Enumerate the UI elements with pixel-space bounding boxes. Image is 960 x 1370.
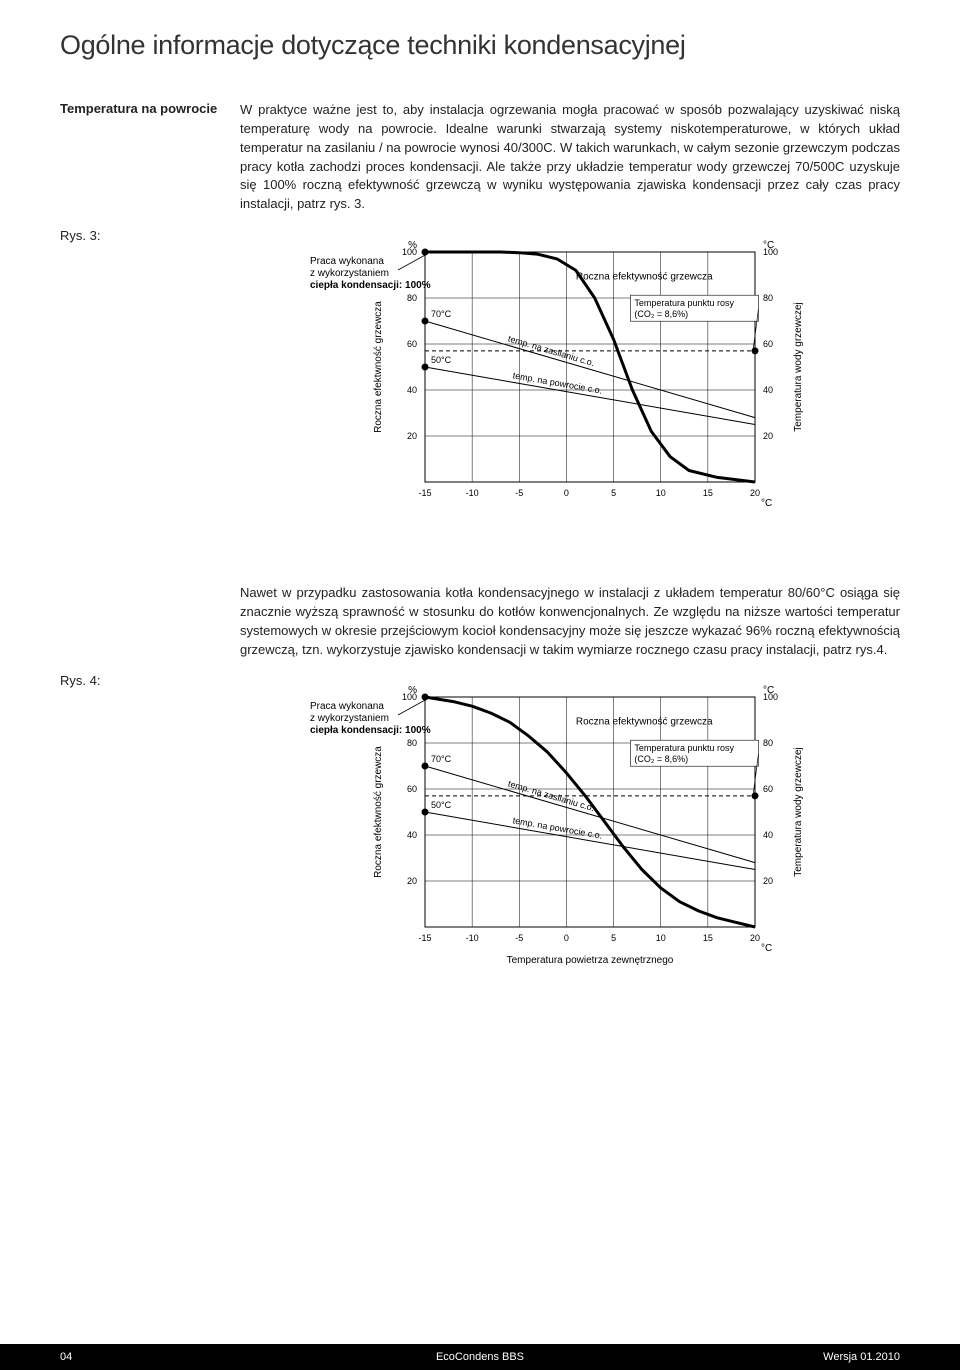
svg-text:Temperatura punktu rosy: Temperatura punktu rosy bbox=[634, 298, 734, 308]
svg-text:20: 20 bbox=[763, 431, 773, 441]
svg-text:Temperatura punktu rosy: Temperatura punktu rosy bbox=[634, 744, 734, 754]
svg-text:-10: -10 bbox=[466, 933, 479, 943]
svg-text:40: 40 bbox=[407, 830, 417, 840]
svg-text:Roczna efektywność grzewcza: Roczna efektywność grzewcza bbox=[576, 272, 713, 283]
svg-text:60: 60 bbox=[763, 784, 773, 794]
page-footer: 04 EcoCondens BBS Wersja 01.2010 bbox=[0, 1344, 960, 1370]
svg-text:Temperatura wody grzewczej: Temperatura wody grzewczej bbox=[793, 748, 804, 878]
svg-text:70°C: 70°C bbox=[431, 754, 452, 764]
svg-text:20: 20 bbox=[407, 431, 417, 441]
svg-text:80: 80 bbox=[407, 293, 417, 303]
svg-text:ciepła kondensacji: 100%: ciepła kondensacji: 100% bbox=[310, 280, 431, 291]
svg-text:(CO₂ = 8,6%): (CO₂ = 8,6%) bbox=[634, 309, 688, 319]
svg-text:50°C: 50°C bbox=[431, 800, 452, 810]
svg-text:temp. na powrocie c.o.: temp. na powrocie c.o. bbox=[512, 816, 603, 841]
svg-text:°C: °C bbox=[763, 685, 774, 696]
svg-text:10: 10 bbox=[656, 488, 666, 498]
svg-text:20: 20 bbox=[407, 876, 417, 886]
svg-text:0: 0 bbox=[564, 933, 569, 943]
svg-text:80: 80 bbox=[407, 738, 417, 748]
svg-text:60: 60 bbox=[407, 339, 417, 349]
chart-3-svg: -15-10-505101520°C20406080100%2040608010… bbox=[290, 232, 850, 542]
svg-text:-15: -15 bbox=[418, 488, 431, 498]
svg-text:z wykorzystaniem: z wykorzystaniem bbox=[310, 713, 389, 724]
svg-text:°C: °C bbox=[763, 240, 774, 251]
svg-text:%: % bbox=[408, 685, 417, 696]
page-title: Ogólne informacje dotyczące techniki kon… bbox=[60, 30, 900, 61]
svg-text:°C: °C bbox=[761, 498, 772, 509]
svg-text:Roczna efektwność grzewcza: Roczna efektwność grzewcza bbox=[373, 301, 384, 433]
svg-text:15: 15 bbox=[703, 933, 713, 943]
svg-text:5: 5 bbox=[611, 488, 616, 498]
svg-text:Roczna efektwność grzewcza: Roczna efektwność grzewcza bbox=[373, 746, 384, 878]
svg-text:temp. na powrocie c.o.: temp. na powrocie c.o. bbox=[512, 370, 603, 395]
svg-text:-5: -5 bbox=[515, 933, 523, 943]
svg-text:Praca wykonana: Praca wykonana bbox=[310, 256, 384, 267]
svg-text:15: 15 bbox=[703, 488, 713, 498]
svg-text:Temperatura powietrza zewnętrz: Temperatura powietrza zewnętrznego bbox=[507, 955, 674, 966]
svg-text:70°C: 70°C bbox=[431, 309, 452, 319]
svg-text:ciepła kondensacji: 100%: ciepła kondensacji: 100% bbox=[310, 725, 431, 736]
svg-text:60: 60 bbox=[763, 339, 773, 349]
svg-text:z wykorzystaniem: z wykorzystaniem bbox=[310, 268, 389, 279]
figure-4-label: Rys. 4: bbox=[60, 673, 240, 1025]
svg-text:20: 20 bbox=[750, 933, 760, 943]
paragraph-2: Nawet w przypadku zastosowania kotła kon… bbox=[240, 584, 900, 659]
footer-product: EcoCondens BBS bbox=[240, 1351, 720, 1363]
section-heading: Temperatura na powrocie bbox=[60, 101, 240, 214]
footer-page: 04 bbox=[60, 1351, 240, 1363]
figure-3-label: Rys. 3: bbox=[60, 228, 240, 560]
figure-4-chart: -15-10-505101520°C20406080100%2040608010… bbox=[240, 677, 900, 1007]
svg-text:-15: -15 bbox=[418, 933, 431, 943]
section-para2: Nawet w przypadku zastosowania kotła kon… bbox=[60, 584, 900, 659]
svg-text:°C: °C bbox=[761, 943, 772, 954]
svg-text:20: 20 bbox=[750, 488, 760, 498]
svg-text:5: 5 bbox=[611, 933, 616, 943]
section-temperature: Temperatura na powrocie W praktyce ważne… bbox=[60, 101, 900, 214]
svg-text:0: 0 bbox=[564, 488, 569, 498]
footer-version: Wersja 01.2010 bbox=[720, 1351, 900, 1363]
svg-text:-10: -10 bbox=[466, 488, 479, 498]
svg-text:Temperatura wody grzewczej: Temperatura wody grzewczej bbox=[793, 302, 804, 432]
svg-text:%: % bbox=[408, 240, 417, 251]
svg-text:80: 80 bbox=[763, 293, 773, 303]
figure-3-row: Rys. 3: -15-10-505101520°C20406080100%20… bbox=[60, 228, 900, 560]
svg-text:Praca wykonana: Praca wykonana bbox=[310, 701, 384, 712]
chart-4-svg: -15-10-505101520°C20406080100%2040608010… bbox=[290, 677, 850, 1007]
figure-4-row: Rys. 4: -15-10-505101520°C20406080100%20… bbox=[60, 673, 900, 1025]
svg-text:-5: -5 bbox=[515, 488, 523, 498]
svg-text:40: 40 bbox=[763, 385, 773, 395]
svg-text:(CO₂ = 8,6%): (CO₂ = 8,6%) bbox=[634, 755, 688, 765]
svg-text:40: 40 bbox=[407, 385, 417, 395]
svg-text:20: 20 bbox=[763, 876, 773, 886]
svg-text:40: 40 bbox=[763, 830, 773, 840]
svg-text:50°C: 50°C bbox=[431, 355, 452, 365]
svg-text:60: 60 bbox=[407, 784, 417, 794]
svg-text:Roczna efektywność grzewcza: Roczna efektywność grzewcza bbox=[576, 717, 713, 728]
figure-3-chart: -15-10-505101520°C20406080100%2040608010… bbox=[240, 232, 900, 542]
svg-text:10: 10 bbox=[656, 933, 666, 943]
paragraph-1: W praktyce ważne jest to, aby instalacja… bbox=[240, 101, 900, 214]
svg-text:80: 80 bbox=[763, 738, 773, 748]
